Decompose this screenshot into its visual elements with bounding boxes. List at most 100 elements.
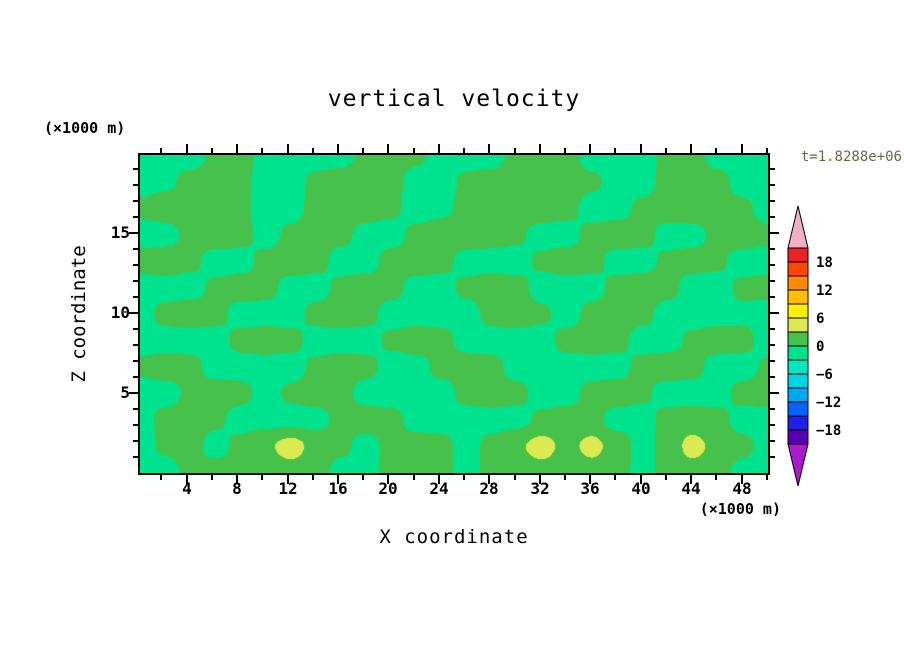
colorbar-label: −6 bbox=[816, 367, 833, 383]
x-tick bbox=[236, 144, 238, 153]
x-tick bbox=[539, 144, 541, 153]
y-tick bbox=[770, 344, 775, 346]
y-tick bbox=[133, 248, 138, 250]
plot-title: vertical velocity bbox=[327, 86, 581, 112]
x-tick bbox=[614, 475, 616, 480]
x-tick bbox=[488, 475, 490, 484]
x-tick bbox=[715, 475, 717, 480]
y-tick bbox=[133, 328, 138, 330]
colorbar: 18 12 6 0 −6 −12 −18 bbox=[780, 204, 860, 496]
x-tick bbox=[640, 144, 642, 153]
x-tick-label: 48 bbox=[732, 479, 752, 498]
x-tick-label: 44 bbox=[681, 479, 701, 498]
x-tick bbox=[741, 475, 743, 484]
x-tick bbox=[413, 148, 415, 153]
x-tick bbox=[564, 475, 566, 480]
colorbar-segment bbox=[787, 415, 809, 431]
colorbar-label: 6 bbox=[816, 311, 824, 327]
x-tick bbox=[211, 148, 213, 153]
timestamp-label: t=1.8288e+06 bbox=[800, 149, 902, 165]
x-tick bbox=[665, 148, 667, 153]
y-tick bbox=[770, 328, 775, 330]
x-tick bbox=[514, 148, 516, 153]
x-tick bbox=[589, 475, 591, 484]
colorbar-segment bbox=[787, 345, 809, 361]
colorbar-segment bbox=[787, 373, 809, 389]
y-tick-label: 10 bbox=[110, 303, 130, 322]
x-tick-label: 36 bbox=[580, 479, 600, 498]
x-tick bbox=[261, 475, 263, 480]
y-tick bbox=[770, 216, 775, 218]
y-tick bbox=[770, 392, 779, 394]
x-tick-label: 24 bbox=[429, 479, 449, 498]
x-tick-label: 20 bbox=[378, 479, 398, 498]
y-tick bbox=[133, 456, 138, 458]
colorbar-segment bbox=[787, 317, 809, 333]
x-tick bbox=[287, 144, 289, 153]
y-axis-title: Z coordinate bbox=[68, 245, 90, 383]
x-tick bbox=[236, 475, 238, 484]
colorbar-label: −12 bbox=[816, 395, 841, 411]
y-tick bbox=[770, 456, 775, 458]
y-tick bbox=[133, 440, 138, 442]
x-axis-unit-label: (×1000 m) bbox=[699, 500, 781, 518]
colorbar-segment bbox=[787, 289, 809, 305]
x-tick bbox=[640, 475, 642, 484]
x-tick bbox=[614, 148, 616, 153]
colorbar-segment bbox=[787, 401, 809, 417]
colorbar-label: 0 bbox=[816, 339, 824, 355]
y-tick bbox=[770, 248, 775, 250]
y-tick bbox=[133, 360, 138, 362]
y-tick bbox=[770, 280, 775, 282]
x-tick bbox=[463, 148, 465, 153]
y-tick bbox=[770, 408, 775, 410]
x-tick bbox=[186, 144, 188, 153]
y-tick bbox=[133, 376, 138, 378]
y-tick bbox=[770, 296, 775, 298]
y-tick bbox=[770, 424, 775, 426]
colorbar-segment bbox=[787, 429, 809, 445]
x-tick bbox=[438, 475, 440, 484]
colorbar-label: −18 bbox=[816, 423, 841, 439]
y-tick bbox=[133, 216, 138, 218]
x-tick bbox=[160, 475, 162, 480]
y-tick bbox=[133, 408, 138, 410]
x-tick bbox=[766, 475, 768, 480]
x-tick-label: 16 bbox=[328, 479, 348, 498]
colorbar-arrow-up bbox=[787, 205, 809, 249]
x-tick bbox=[312, 475, 314, 480]
x-tick bbox=[387, 144, 389, 153]
y-tick bbox=[770, 184, 775, 186]
y-tick bbox=[770, 168, 775, 170]
y-tick bbox=[770, 360, 775, 362]
x-tick-label: 8 bbox=[232, 479, 242, 498]
x-tick bbox=[387, 475, 389, 484]
x-tick bbox=[589, 144, 591, 153]
colorbar-segment bbox=[787, 303, 809, 319]
contour-field bbox=[140, 155, 768, 473]
y-tick bbox=[133, 344, 138, 346]
x-tick-label: 4 bbox=[182, 479, 192, 498]
y-tick bbox=[770, 376, 775, 378]
y-tick bbox=[133, 296, 138, 298]
x-tick bbox=[312, 148, 314, 153]
x-tick bbox=[261, 148, 263, 153]
x-tick bbox=[211, 475, 213, 480]
y-tick bbox=[770, 264, 775, 266]
y-tick bbox=[770, 200, 775, 202]
y-tick bbox=[770, 312, 779, 314]
x-tick bbox=[665, 475, 667, 480]
x-tick bbox=[160, 148, 162, 153]
y-tick bbox=[133, 184, 138, 186]
colorbar-segment bbox=[787, 247, 809, 263]
x-tick bbox=[690, 475, 692, 484]
colorbar-segment bbox=[787, 275, 809, 291]
x-tick-label: 40 bbox=[631, 479, 651, 498]
colorbar-arrow-down bbox=[787, 443, 809, 487]
x-tick bbox=[413, 475, 415, 480]
x-tick-label: 12 bbox=[278, 479, 298, 498]
y-axis-unit-label: (×1000 m) bbox=[44, 119, 126, 137]
x-tick bbox=[488, 144, 490, 153]
y-tick bbox=[133, 168, 138, 170]
colorbar-label: 18 bbox=[816, 255, 833, 271]
